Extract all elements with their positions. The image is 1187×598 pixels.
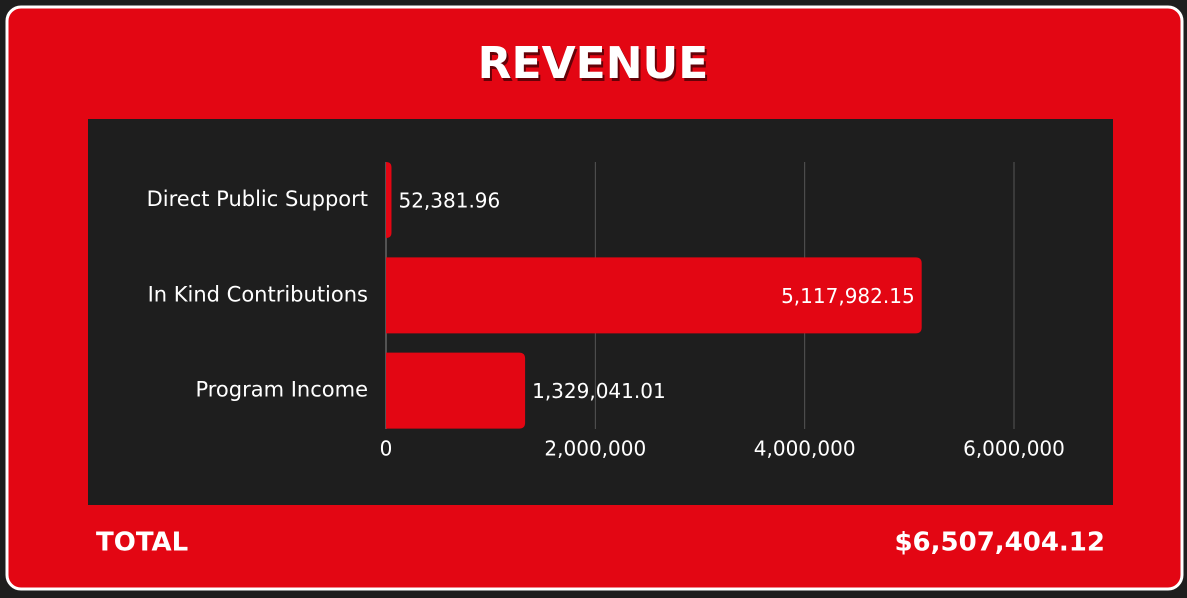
value-label: 1,329,041.01 bbox=[532, 379, 666, 403]
bar bbox=[386, 352, 526, 429]
bar bbox=[386, 162, 392, 238]
y-tick-label: Direct Public Support bbox=[147, 187, 368, 211]
value-label: 5,117,982.15 bbox=[781, 284, 915, 308]
y-tick-label: Program Income bbox=[195, 378, 368, 402]
y-tick-label: In Kind Contributions bbox=[148, 282, 368, 306]
total-value: $6,507,404.12 bbox=[894, 528, 1105, 558]
bar bbox=[386, 257, 922, 334]
title-shadow: REVENUE bbox=[480, 41, 711, 92]
x-tick-label: 6,000,000 bbox=[963, 437, 1065, 461]
chart-title: REVENUE bbox=[478, 38, 709, 89]
total-label: TOTAL bbox=[96, 528, 188, 558]
x-tick-label: 0 bbox=[380, 437, 393, 461]
value-label: 52,381.96 bbox=[398, 189, 500, 213]
x-tick-label: 2,000,000 bbox=[544, 437, 646, 461]
x-tick-label: 4,000,000 bbox=[754, 437, 856, 461]
